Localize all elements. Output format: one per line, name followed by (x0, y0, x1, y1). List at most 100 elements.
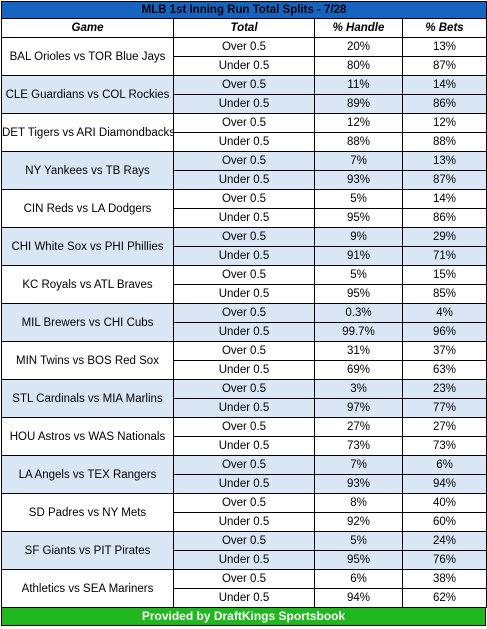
total-cell: Under 0.5 (173, 588, 315, 608)
game-name: LA Angels vs TEX Rangers (1, 455, 174, 494)
bets-cell: 71% (401, 246, 487, 266)
table-row: Under 0.5 94% 62% (2, 588, 487, 608)
table-title: MLB 1st Inning Run Total Splits - 7/28 (0, 1, 487, 19)
handle-cell: 12% (314, 113, 403, 133)
table-row: CHI White Sox vs PHI Phillies Over 0.5 9% 2… (1, 227, 487, 266)
total-cell: Under 0.5 (173, 322, 315, 342)
bets-cell: 27% (401, 417, 487, 437)
handle-cell: 69% (314, 360, 403, 380)
header-bets: % Bets (401, 18, 487, 38)
table-row: MIN Twins vs BOS Red Sox Over 0.5 31% 37% (1, 341, 487, 380)
game-name: Athletics vs SEA Mariners (1, 569, 174, 608)
total-cell: Over 0.5 (173, 227, 315, 247)
handle-cell: 95% (314, 208, 403, 228)
game-name: SF Giants vs PIT Pirates (1, 531, 174, 570)
table-row: Under 0.5 91% 71% (2, 246, 487, 266)
table-row: NY Yankees vs TB Rays Over 0.5 7% 13% (1, 151, 487, 190)
handle-cell: 8% (314, 493, 403, 513)
total-cell: Under 0.5 (173, 360, 315, 380)
total-cell: Under 0.5 (173, 208, 315, 228)
bets-cell: 38% (401, 569, 487, 589)
game-name: NY Yankees vs TB Rays (1, 151, 174, 190)
bets-cell: 62% (401, 588, 487, 608)
total-cell: Over 0.5 (173, 189, 315, 209)
handle-cell: 0.3% (314, 303, 403, 323)
handle-cell: 91% (314, 246, 403, 266)
game-name: MIN Twins vs BOS Red Sox (1, 341, 174, 380)
bets-cell: 6% (401, 455, 487, 475)
table-row: KC Royals vs ATL Braves Over 0.5 5% 15% (1, 265, 487, 304)
bets-cell: 12% (401, 113, 487, 133)
bets-cell: 77% (401, 398, 487, 418)
game-name: DET Tigers vs ARI Diamondbacks (1, 113, 174, 152)
table-row: Under 0.5 89% 86% (2, 94, 487, 114)
total-cell: Under 0.5 (173, 436, 315, 456)
bets-cell: 37% (401, 341, 487, 361)
bets-cell: 60% (401, 512, 487, 532)
handle-cell: 99.7% (314, 322, 403, 342)
total-cell: Under 0.5 (173, 474, 315, 494)
bets-cell: 86% (401, 94, 487, 114)
handle-cell: 73% (314, 436, 403, 456)
game-name: HOU Astros vs WAS Nationals (1, 417, 174, 456)
total-cell: Over 0.5 (173, 455, 315, 475)
bets-cell: 13% (401, 151, 487, 171)
handle-cell: 7% (314, 455, 403, 475)
game-name: STL Cardinals vs MIA Marlins (1, 379, 174, 418)
bets-cell: 14% (401, 189, 487, 209)
total-cell: Over 0.5 (173, 265, 315, 285)
header-game: Game (1, 18, 174, 38)
bets-cell: 13% (401, 37, 487, 57)
table-row: Under 0.5 99.7% 96% (2, 322, 487, 342)
table-row: CIN Reds vs LA Dodgers Over 0.5 5% 14% (1, 189, 487, 228)
header-total: Total (173, 18, 315, 38)
table-row: Under 0.5 97% 77% (2, 398, 487, 418)
game-name: MIL Brewers vs CHI Cubs (1, 303, 174, 342)
table-row: Under 0.5 80% 87% (2, 56, 487, 76)
handle-cell: 6% (314, 569, 403, 589)
total-cell: Over 0.5 (173, 341, 315, 361)
handle-cell: 11% (314, 75, 403, 95)
total-cell: Under 0.5 (173, 246, 315, 266)
game-name: CHI White Sox vs PHI Phillies (1, 227, 174, 266)
total-cell: Over 0.5 (173, 379, 315, 399)
table-row: DET Tigers vs ARI Diamondbacks Over 0.5 12… (1, 113, 487, 152)
total-cell: Over 0.5 (173, 531, 315, 551)
table-row: SD Padres vs NY Mets Over 0.5 8% 40% (1, 493, 487, 532)
total-cell: Over 0.5 (173, 37, 315, 57)
table-row: SF Giants vs PIT Pirates Over 0.5 5% 24% (1, 531, 487, 570)
bets-cell: 86% (401, 208, 487, 228)
total-cell: Over 0.5 (173, 417, 315, 437)
handle-cell: 27% (314, 417, 403, 437)
total-cell: Under 0.5 (173, 512, 315, 532)
table-row: Under 0.5 73% 73% (2, 436, 487, 456)
handle-cell: 3% (314, 379, 403, 399)
game-name: KC Royals vs ATL Braves (1, 265, 174, 304)
handle-cell: 9% (314, 227, 403, 247)
game-name: CLE Guardians vs COL Rockies (1, 75, 174, 114)
game-name: SD Padres vs NY Mets (1, 493, 174, 532)
game-name: BAL Orioles vs TOR Blue Jays (1, 37, 174, 76)
bets-cell: 85% (401, 284, 487, 304)
bets-cell: 63% (401, 360, 487, 380)
handle-cell: 95% (314, 550, 403, 570)
handle-cell: 94% (314, 588, 403, 608)
bets-cell: 40% (401, 493, 487, 513)
handle-cell: 95% (314, 284, 403, 304)
table-row: MIL Brewers vs CHI Cubs Over 0.5 0.3% 4% (1, 303, 487, 342)
total-cell: Over 0.5 (173, 75, 315, 95)
table-row: LA Angels vs TEX Rangers Over 0.5 7% 6% (1, 455, 487, 494)
total-cell: Under 0.5 (173, 56, 315, 76)
bets-cell: 29% (401, 227, 487, 247)
table-body: BAL Orioles vs TOR Blue Jays Over 0.5 20% 1… (1, 37, 487, 608)
total-cell: Over 0.5 (173, 303, 315, 323)
total-cell: Under 0.5 (173, 94, 315, 114)
bets-cell: 14% (401, 75, 487, 95)
total-cell: Over 0.5 (173, 113, 315, 133)
total-cell: Under 0.5 (173, 550, 315, 570)
total-cell: Under 0.5 (173, 170, 315, 190)
bets-cell: 88% (401, 132, 487, 152)
bets-cell: 87% (401, 56, 487, 76)
table-row: CLE Guardians vs COL Rockies Over 0.5 11% 1… (1, 75, 487, 114)
